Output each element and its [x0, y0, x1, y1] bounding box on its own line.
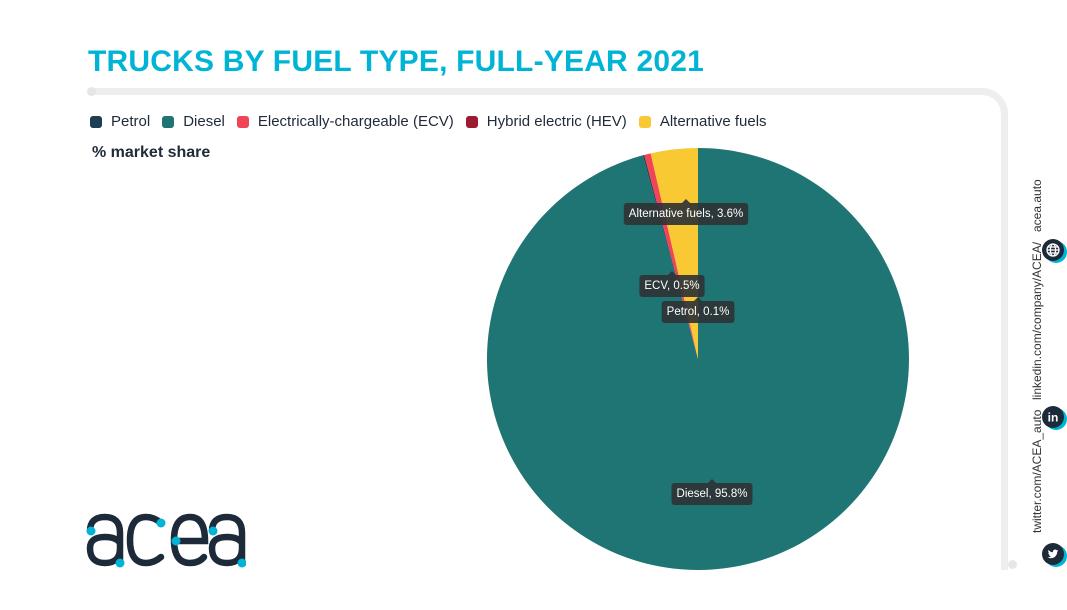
twitter-text[interactable]: twitter.com/ACEA_auto: [1030, 409, 1044, 533]
data-label: ECV, 0.5%: [639, 271, 705, 297]
frame-corner-dot: [1008, 560, 1017, 569]
legend-item[interactable]: Diesel: [162, 113, 225, 130]
data-label-text: Diesel, 95.8%: [677, 488, 748, 500]
legend-label: Hybrid electric (HEV): [486, 113, 627, 130]
legend-swatch: [236, 115, 249, 128]
legend-label: Petrol: [111, 113, 151, 130]
data-label: Diesel, 95.8%: [671, 479, 753, 505]
data-label-text: ECV, 0.5%: [644, 280, 699, 292]
linkedin-icon[interactable]: in: [1042, 406, 1064, 428]
chart-title: TRUCKS BY FUEL TYPE, FULL-YEAR 2021: [88, 45, 704, 78]
legend-item[interactable]: Hybrid electric (HEV): [465, 113, 627, 130]
website-text[interactable]: acea.auto: [1030, 179, 1044, 232]
globe-icon[interactable]: [1042, 239, 1064, 261]
legend-swatch: [465, 115, 478, 128]
pie-slice-diesel[interactable]: [486, 148, 909, 570]
social-sidebar: acea.auto linkedin.com/company/ACEA/ in …: [1030, 170, 1067, 580]
data-label-text: Alternative fuels, 3.6%: [629, 208, 743, 220]
legend-item[interactable]: Alternative fuels: [638, 113, 767, 130]
legend-item[interactable]: Electrically-chargeable (ECV): [236, 113, 454, 130]
legend-label: Alternative fuels: [659, 113, 767, 130]
legend-swatch: [162, 115, 175, 128]
acea-logo: [86, 503, 247, 578]
legend-swatch: [90, 115, 102, 128]
chart-frame: [88, 88, 1008, 570]
svg-text:in: in: [1048, 411, 1059, 425]
data-label: Alternative fuels, 3.6%: [623, 199, 749, 225]
legend-label: Diesel: [183, 113, 225, 130]
twitter-icon[interactable]: [1042, 543, 1064, 565]
chart-subtitle: % market share: [92, 144, 211, 161]
legend-item[interactable]: Petrol: [90, 113, 150, 130]
frame-corner-dot: [87, 87, 96, 96]
data-label-text: Petrol, 0.1%: [667, 306, 730, 318]
linkedin-text[interactable]: linkedin.com/company/ACEA/: [1030, 241, 1044, 400]
legend-label: Electrically-chargeable (ECV): [257, 113, 454, 130]
legend-swatch: [638, 115, 651, 128]
data-label: Petrol, 0.1%: [661, 297, 735, 323]
chart-legend: Petrol Diesel Electrically-chargeable (ECV…: [90, 113, 779, 130]
